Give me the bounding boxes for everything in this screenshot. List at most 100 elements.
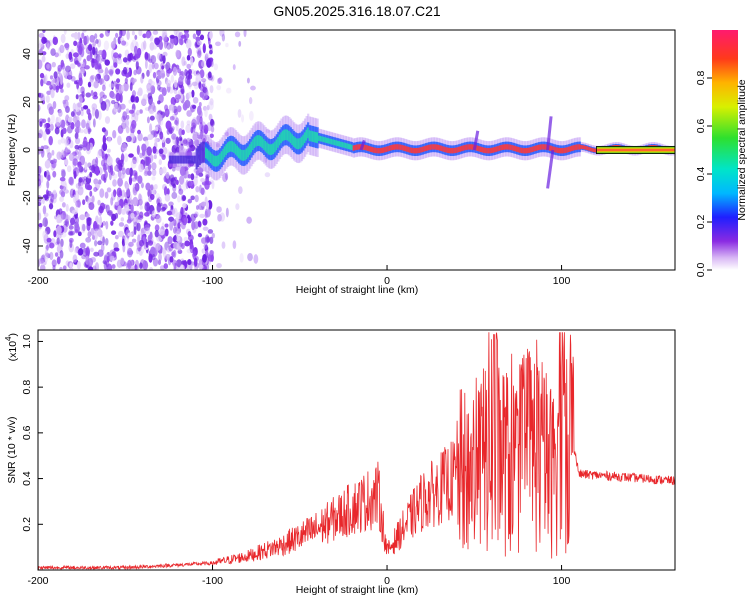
noise-speckle — [93, 228, 100, 233]
noise-speckle — [110, 167, 114, 176]
noise-speckle — [77, 186, 84, 196]
trace-core — [225, 144, 228, 155]
trace-core — [479, 146, 483, 152]
noise-speckle — [125, 108, 130, 114]
noise-speckle — [114, 201, 119, 206]
noise-speckle — [41, 55, 46, 63]
noise-speckle — [38, 223, 43, 228]
noise-speckle — [38, 165, 43, 174]
noise-speckle — [157, 100, 161, 105]
trace-core — [347, 143, 351, 150]
noise-speckle — [206, 58, 212, 68]
trace-core — [399, 144, 402, 150]
noise-speckle — [168, 127, 174, 134]
noise-speckle — [74, 149, 79, 156]
trace-core — [322, 136, 326, 143]
noise-speckle — [65, 42, 70, 51]
noise-speckle — [178, 188, 184, 195]
noise-speckle — [186, 63, 192, 70]
noise-speckle — [50, 193, 55, 203]
noise-speckle — [145, 241, 149, 248]
noise-speckle — [137, 215, 144, 220]
trace-band — [596, 145, 675, 154]
trace-core — [255, 135, 258, 147]
colorbar-gradient — [712, 30, 738, 270]
noise-speckle — [46, 43, 50, 50]
noise-speckle — [98, 179, 102, 185]
noise-speckle — [106, 187, 112, 193]
noise-speckle — [130, 212, 135, 219]
noise-speckle — [190, 126, 194, 134]
noise-speckle — [61, 202, 66, 208]
noise-speckle — [87, 257, 94, 267]
noise-speckle — [219, 212, 226, 222]
noise-speckle — [173, 30, 178, 36]
noise-speckle — [43, 37, 48, 43]
noise-speckle — [209, 31, 213, 40]
noise-speckle — [73, 170, 77, 180]
noise-speckle — [137, 132, 143, 142]
noise-speckle — [207, 253, 214, 262]
noise-speckle — [85, 213, 90, 218]
noise-speckle — [86, 55, 91, 62]
noise-speckle — [184, 240, 190, 247]
noise-speckle — [174, 79, 178, 89]
noise-speckle — [134, 34, 138, 40]
noise-speckle — [117, 58, 123, 65]
noise-speckle — [49, 75, 54, 80]
noise-speckle — [95, 165, 100, 176]
noise-speckle — [94, 239, 98, 247]
noise-speckle — [202, 92, 208, 101]
trace-body — [184, 155, 187, 164]
noise-speckle — [48, 135, 53, 146]
noise-speckle — [64, 95, 70, 102]
noise-speckle — [97, 73, 102, 80]
noise-speckle — [152, 71, 157, 79]
noise-speckle — [91, 58, 95, 68]
noise-speckle — [102, 142, 108, 152]
trace-core — [332, 139, 335, 145]
noise-speckle — [62, 127, 67, 134]
trace-core — [385, 146, 388, 152]
trace-core — [567, 146, 571, 153]
trace-core — [559, 148, 563, 154]
noise-speckle — [186, 120, 191, 126]
noise-speckle — [63, 148, 69, 157]
noise-speckle — [144, 106, 151, 112]
noise-speckle — [107, 69, 114, 75]
noise-speckle — [186, 181, 192, 188]
noise-speckle — [225, 207, 229, 218]
noise-speckle — [70, 75, 76, 82]
noise-speckle — [90, 90, 94, 97]
trace-core — [288, 130, 291, 142]
noise-speckle — [59, 266, 63, 270]
trace-core — [266, 142, 269, 154]
noise-speckle — [56, 151, 62, 160]
noise-speckle — [40, 43, 45, 50]
trace-core — [517, 146, 520, 153]
noise-speckle — [175, 94, 182, 100]
noise-speckle — [49, 242, 55, 249]
noise-speckle — [202, 80, 206, 87]
trace-core — [285, 129, 288, 141]
trace-body — [178, 155, 181, 164]
noise-speckle — [146, 156, 152, 165]
colorbar-tick-label: 0.8 — [695, 71, 707, 86]
noise-speckle — [64, 214, 71, 221]
noise-speckle — [46, 190, 52, 197]
noise-speckle — [80, 176, 85, 183]
trace-core — [572, 145, 575, 151]
noise-speckle — [165, 137, 171, 144]
trace-core — [462, 145, 465, 151]
noise-speckle — [102, 236, 106, 246]
trace-core — [435, 144, 439, 150]
trace-body — [179, 155, 183, 164]
noise-speckle — [60, 119, 66, 129]
noise-speckle — [65, 218, 70, 227]
noise-speckle — [149, 55, 155, 60]
trace-body — [197, 145, 200, 168]
trace-core — [206, 148, 209, 160]
noise-speckle — [41, 197, 45, 205]
noise-speckle — [192, 33, 197, 40]
trace-core — [497, 145, 500, 152]
